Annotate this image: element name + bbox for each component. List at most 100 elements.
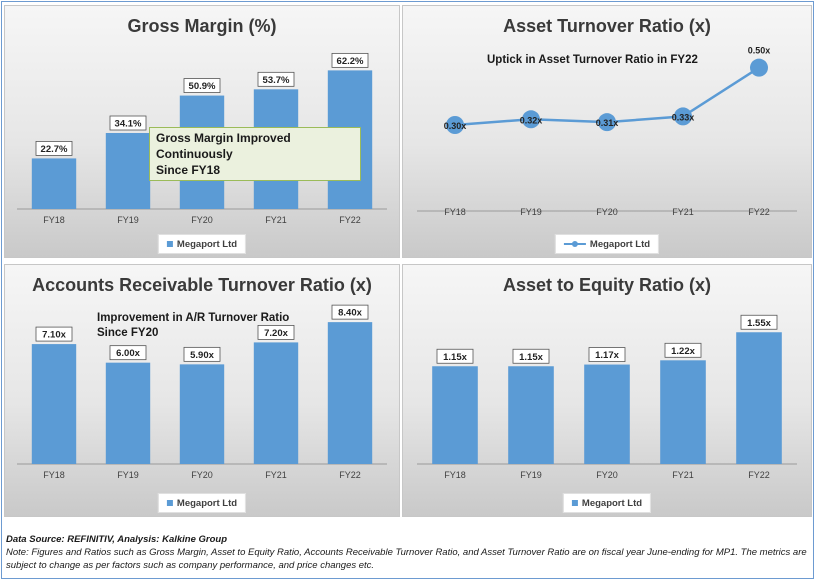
tick-label-fy18: FY18 xyxy=(43,470,65,480)
asset-equity-chart: 1.15x FY18 1.15x FY19 1.17x FY20 1.22x FY21 1.55… xyxy=(417,314,797,480)
ar-turnover-legend-label: Megaport Ltd xyxy=(176,497,238,509)
point-fy20 xyxy=(598,113,616,132)
footer-notes: Data Source: REFINITIV, Analysis: Kalkin… xyxy=(6,533,811,572)
tick-label-fy18: FY18 xyxy=(444,470,466,480)
data-label-fy21-box xyxy=(664,342,702,358)
data-label-fy21: 1.22x xyxy=(671,346,695,357)
gross-margin-title: Gross Margin (%) xyxy=(127,16,277,36)
data-label-fy19: 34.1% xyxy=(115,119,142,130)
data-label-fy18-box xyxy=(35,141,73,156)
data-label-fy20: 1.17x xyxy=(595,350,619,361)
data-label-fy19-box xyxy=(109,345,147,361)
tick-label-fy22: FY22 xyxy=(339,215,361,225)
tick-label-fy21: FY21 xyxy=(265,470,287,480)
bar-fy22 xyxy=(327,322,373,464)
tick-label-fy18: FY18 xyxy=(43,215,65,225)
data-label-fy22-box xyxy=(740,314,778,330)
gross-margin-annotation-line2: Since FY18 xyxy=(156,163,221,177)
asset-turnover-panel: Asset Turnover Ratio (x) 0.30x FY18 0.32x F… xyxy=(402,5,812,258)
ar-turnover-panel: Accounts Receivable Turnover Ratio (x) 7… xyxy=(4,264,400,517)
legend-bar-swatch xyxy=(166,241,173,247)
data-label-fy19: 1.15x xyxy=(519,352,543,363)
gross-margin-annotation: Gross Margin Improved Continuously Since… xyxy=(149,127,361,181)
bar-fy20 xyxy=(584,364,630,464)
data-label-fy18-box xyxy=(35,326,73,342)
data-label-fy22: 62.2% xyxy=(337,56,364,67)
data-label-fy22: 0.50x xyxy=(748,46,771,56)
data-label-fy22: 1.55x xyxy=(747,318,771,329)
asset-equity-legend-label: Megaport Ltd xyxy=(581,497,643,509)
tick-label-fy21: FY21 xyxy=(265,215,287,225)
ar-turnover-chart: 7.10x FY18 6.00x FY19 5.90x FY20 7.20x FY21 8.40… xyxy=(17,304,387,480)
asset-turnover-legend-label: Megaport Ltd xyxy=(589,238,651,250)
ar-turnover-annotation: Improvement in A/R Turnover Ratio Since … xyxy=(97,311,289,341)
point-fy19 xyxy=(522,110,540,129)
tick-label-fy20: FY20 xyxy=(191,470,213,480)
data-label-fy19: 0.32x xyxy=(520,115,543,125)
bar-fy18 xyxy=(432,366,478,464)
tick-label-fy19: FY19 xyxy=(520,470,542,480)
tick-label-fy19: FY19 xyxy=(520,207,542,217)
gross-margin-annotation-line1: Gross Margin Improved Continuously xyxy=(156,131,291,161)
data-source: Data Source: REFINITIV, Analysis: Kalkin… xyxy=(6,534,228,545)
tick-label-fy18: FY18 xyxy=(444,207,466,217)
data-label-fy21: 53.7% xyxy=(263,75,290,86)
bar-fy19 xyxy=(508,366,554,464)
data-label-fy21-box xyxy=(257,71,295,87)
ar-turnover-legend: Megaport Ltd xyxy=(157,493,247,513)
legend-line-swatch xyxy=(563,241,586,247)
asset-equity-title: Asset to Equity Ratio (x) xyxy=(502,275,712,295)
data-label-fy20: 0.31x xyxy=(596,118,619,128)
bar-fy20 xyxy=(179,364,225,464)
data-label-fy18: 0.30x xyxy=(444,121,467,131)
tick-label-fy20: FY20 xyxy=(191,215,213,225)
point-fy18 xyxy=(446,116,464,134)
data-label-fy22: 8.40x xyxy=(338,308,362,319)
data-label-fy19: 6.00x xyxy=(116,348,140,359)
data-label-fy21: 0.33x xyxy=(672,112,695,122)
tick-label-fy21: FY21 xyxy=(672,470,694,480)
ar-turnover-annotation-line1: Improvement in A/R Turnover Ratio xyxy=(97,312,290,324)
asset-turnover-title: Asset Turnover Ratio (x) xyxy=(503,16,711,36)
tick-label-fy20: FY20 xyxy=(596,470,618,480)
tick-label-fy20: FY20 xyxy=(596,207,618,217)
tick-label-fy22: FY22 xyxy=(748,207,770,217)
data-label-fy21-box xyxy=(257,325,295,340)
data-label-fy20-box xyxy=(183,78,221,93)
bar-fy18 xyxy=(31,344,77,464)
legend-bar-swatch xyxy=(571,500,578,506)
data-label-fy22-box xyxy=(331,52,369,68)
tick-label-fy21: FY21 xyxy=(672,207,694,217)
gross-margin-legend-label: Megaport Ltd xyxy=(176,238,238,250)
point-fy21 xyxy=(674,107,692,126)
data-label-fy19-box xyxy=(109,115,147,131)
bar-fy19 xyxy=(105,362,151,464)
data-label-fy18-box xyxy=(436,348,474,364)
footer-note: Note: Figures and Ratios such as Gross M… xyxy=(6,547,807,571)
data-label-fy18: 22.7% xyxy=(41,144,68,155)
legend-bar-swatch xyxy=(166,500,173,506)
data-label-fy19-box xyxy=(512,348,550,364)
bar-fy21 xyxy=(660,360,706,464)
tick-label-fy22: FY22 xyxy=(748,470,770,480)
bar-fy22 xyxy=(736,332,782,464)
tick-label-fy22: FY22 xyxy=(339,470,361,480)
bar-fy21 xyxy=(253,342,299,464)
asset-turnover-chart: 0.30x FY18 0.32x FY19 0.31x FY20 0.33x FY21 0.50… xyxy=(417,46,797,217)
ar-turnover-annotation-line2: Since FY20 xyxy=(97,327,159,339)
tick-label-fy19: FY19 xyxy=(117,470,139,480)
asset-equity-panel: Asset to Equity Ratio (x) 1.15x FY18 1.15x… xyxy=(402,264,812,517)
data-label-fy20-box xyxy=(588,347,626,362)
data-label-fy20: 50.9% xyxy=(189,81,216,92)
data-label-fy18: 1.15x xyxy=(443,352,467,363)
point-fy22 xyxy=(750,58,768,77)
data-label-fy18: 7.10x xyxy=(42,330,66,341)
asset-turnover-annotation: Uptick in Asset Turnover Ratio in FY22 xyxy=(487,54,698,66)
asset-turnover-legend: Megaport Ltd xyxy=(554,234,660,254)
data-label-fy20-box xyxy=(183,346,221,362)
data-label-fy21: 7.20x xyxy=(264,328,288,339)
asset-equity-legend: Megaport Ltd xyxy=(562,493,652,513)
data-label-fy20: 5.90x xyxy=(190,350,214,361)
bar-fy18 xyxy=(31,158,77,209)
